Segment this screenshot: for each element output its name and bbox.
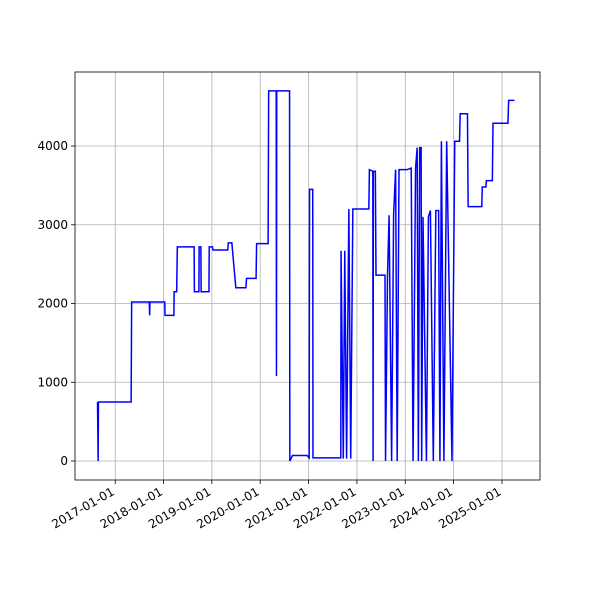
y-tick-label: 4000 xyxy=(37,139,68,153)
y-tick-label: 2000 xyxy=(37,297,68,311)
plot-frame xyxy=(74,71,541,481)
y-tick-label: 1000 xyxy=(37,375,68,389)
y-tick-label: 0 xyxy=(60,454,68,468)
y-tick-label: 3000 xyxy=(37,218,68,232)
line xyxy=(96,90,515,462)
